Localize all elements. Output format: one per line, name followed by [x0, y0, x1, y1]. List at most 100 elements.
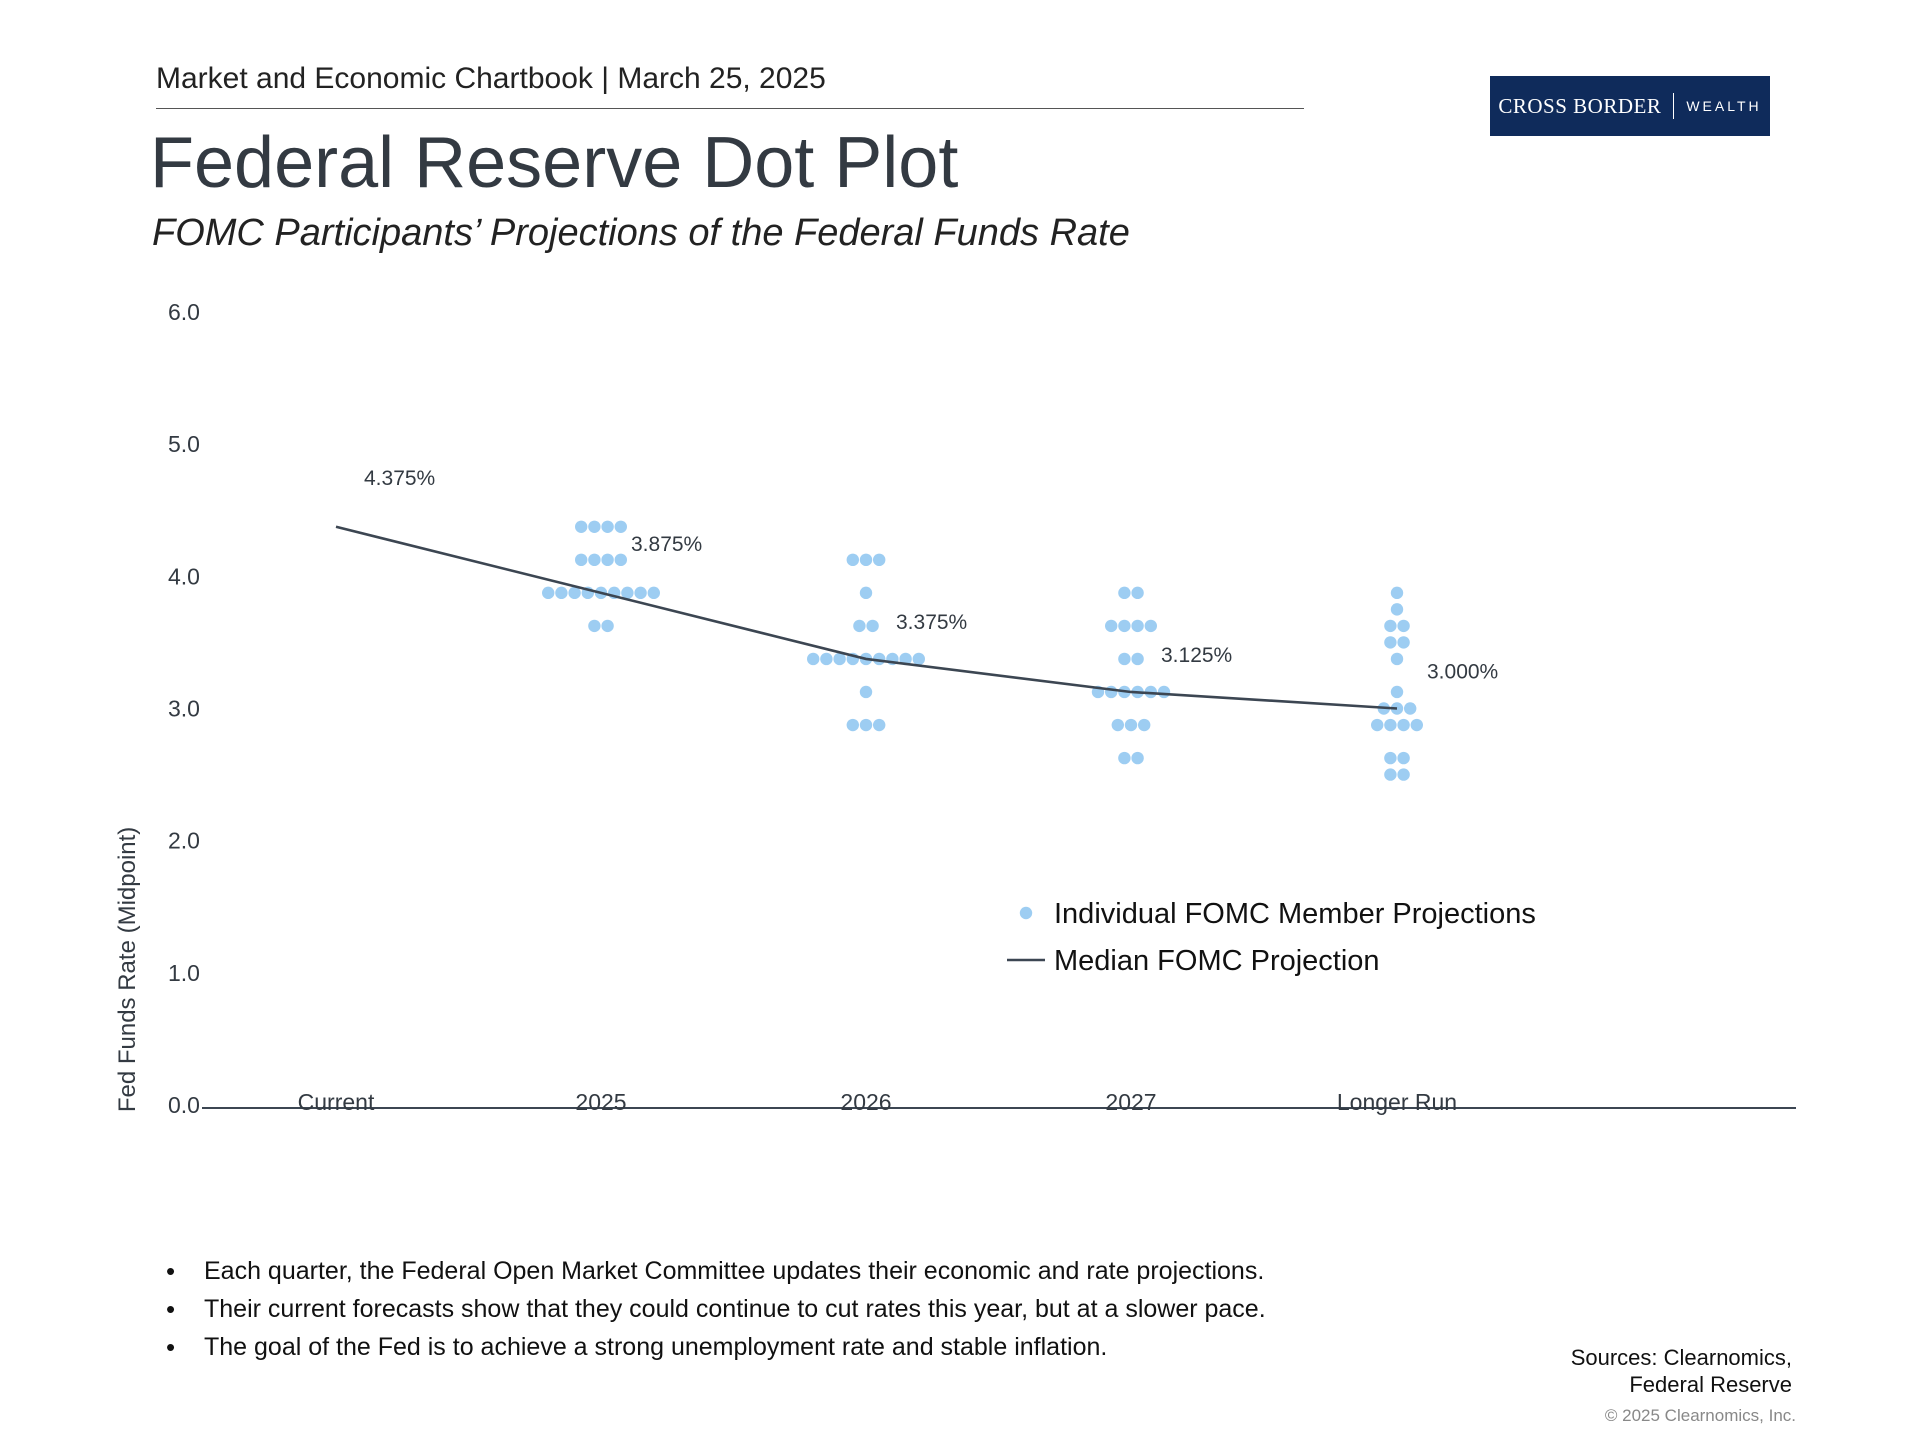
fomc-member-dot	[1118, 619, 1131, 633]
y-tick-label: 1.0	[168, 960, 200, 986]
fomc-member-dot	[621, 586, 634, 600]
fomc-member-dot	[1390, 603, 1404, 616]
fomc-member-dot	[899, 652, 912, 666]
fomc-member-dot	[1397, 768, 1410, 781]
fomc-member-dot	[1384, 619, 1397, 633]
fomc-member-dot	[1105, 619, 1118, 633]
legend-dot-marker	[1019, 906, 1033, 920]
page-title: Federal Reserve Dot Plot	[150, 123, 959, 203]
logo-primary-text: CROSS BORDER	[1498, 93, 1662, 118]
fomc-member-dot	[542, 586, 555, 600]
fomc-member-dot	[873, 718, 886, 732]
median-value-label: 3.875%	[631, 533, 702, 556]
page-subtitle: FOMC Participants’ Projections of the Fe…	[152, 212, 1130, 254]
fomc-member-dot	[859, 685, 873, 699]
fomc-member-dot	[1131, 652, 1144, 666]
fomc-member-dot	[575, 553, 588, 567]
commentary-item: The goal of the Fed is to achieve a stro…	[166, 1328, 1266, 1366]
fomc-member-dot	[1410, 718, 1424, 732]
fomc-member-dot	[588, 553, 601, 567]
fomc-member-dot	[1131, 751, 1144, 765]
x-tick-label: Current	[298, 1089, 375, 1115]
fomc-member-dot	[1390, 652, 1404, 666]
fomc-member-dot	[1384, 768, 1397, 781]
fomc-member-dot	[588, 520, 601, 533]
y-tick-label: 3.0	[168, 696, 200, 722]
fomc-member-dot	[614, 520, 627, 533]
fomc-member-dot	[1390, 586, 1404, 600]
fomc-member-dot	[601, 520, 614, 533]
fomc-member-dot	[601, 619, 614, 633]
fomc-member-dot	[1118, 652, 1131, 666]
x-tick-label: Longer Run	[1337, 1089, 1457, 1115]
fomc-member-dot	[1138, 718, 1151, 732]
fomc-member-dot	[614, 553, 627, 567]
sources-note: Sources: Clearnomics, Federal Reserve	[1571, 1344, 1792, 1398]
fomc-member-dot	[1105, 685, 1118, 699]
legend-line-label: Median FOMC Projection	[1054, 945, 1380, 977]
y-tick-label: 0.0	[168, 1092, 200, 1118]
y-tick-label: 5.0	[168, 431, 200, 457]
x-tick-label: 2025	[575, 1089, 626, 1115]
fomc-member-dot	[807, 652, 820, 666]
fomc-member-dot	[912, 652, 925, 666]
logo-separator	[1673, 93, 1675, 119]
y-tick-label: 6.0	[168, 299, 200, 325]
fomc-member-dot	[575, 520, 588, 533]
commentary-item: Each quarter, the Federal Open Market Co…	[166, 1252, 1266, 1290]
commentary-list: Each quarter, the Federal Open Market Co…	[166, 1252, 1266, 1366]
fomc-member-dot	[1397, 718, 1410, 732]
x-tick-label: 2027	[1105, 1089, 1156, 1115]
logo-secondary-text: WEALTH	[1686, 98, 1762, 114]
fomc-member-dot	[1397, 619, 1410, 633]
fomc-member-dot	[1404, 702, 1417, 715]
fomc-member-dot	[555, 586, 568, 600]
y-tick-label: 2.0	[168, 828, 200, 854]
fomc-member-dot	[866, 619, 879, 633]
y-axis-title: Fed Funds Rate (Midpoint)	[114, 827, 141, 1112]
fomc-member-dot	[1390, 685, 1404, 699]
fomc-member-dot	[859, 586, 873, 600]
fomc-member-dot	[846, 553, 859, 567]
sources-line-1: Sources: Clearnomics,	[1570, 1345, 1792, 1370]
brand-logo: CROSS BORDER WEALTH	[1490, 76, 1770, 136]
median-value-label: 4.375%	[364, 467, 435, 490]
fomc-member-dot	[1384, 751, 1397, 765]
fomc-member-dot	[873, 553, 886, 567]
fomc-member-dot	[1131, 586, 1144, 600]
fomc-member-dot	[1144, 619, 1158, 633]
median-projection-line	[335, 525, 1398, 710]
fomc-member-dot	[601, 553, 614, 567]
sources-line-2: Federal Reserve	[1629, 1372, 1792, 1397]
fomc-member-dot	[1157, 685, 1171, 699]
fomc-member-dot	[859, 718, 873, 732]
fomc-member-dot	[1118, 586, 1131, 600]
fomc-member-dot	[820, 652, 833, 666]
x-tick-label: 2026	[840, 1089, 891, 1115]
fomc-member-dot	[588, 619, 601, 633]
fomc-member-dot	[846, 718, 859, 732]
fomc-member-dot	[1111, 718, 1125, 732]
fomc-member-dot	[1397, 751, 1410, 765]
median-value-label: 3.375%	[896, 611, 967, 634]
legend-dot-label: Individual FOMC Member Projections	[1054, 898, 1536, 930]
copyright: © 2025 Clearnomics, Inc.	[1604, 1406, 1796, 1425]
chartbook-header: Market and Economic Chartbook | March 25…	[156, 62, 826, 95]
y-tick-label: 4.0	[168, 563, 200, 589]
fomc-member-dot	[647, 586, 660, 600]
fomc-member-dot	[853, 619, 866, 633]
fomc-member-dot	[859, 553, 873, 567]
fomc-member-dot	[1131, 619, 1144, 633]
fomc-member-dot	[1371, 718, 1384, 732]
fomc-member-dot	[1118, 751, 1131, 765]
median-value-label: 3.000%	[1427, 661, 1498, 684]
fomc-member-dot	[1384, 636, 1397, 649]
fomc-member-dot	[1384, 718, 1397, 732]
header-divider	[156, 108, 1304, 109]
fomc-member-dot	[568, 586, 581, 600]
median-value-label: 3.125%	[1161, 644, 1232, 667]
commentary-item: Their current forecasts show that they c…	[166, 1290, 1266, 1328]
fomc-member-dot	[833, 652, 846, 666]
fomc-member-dot	[634, 586, 647, 600]
